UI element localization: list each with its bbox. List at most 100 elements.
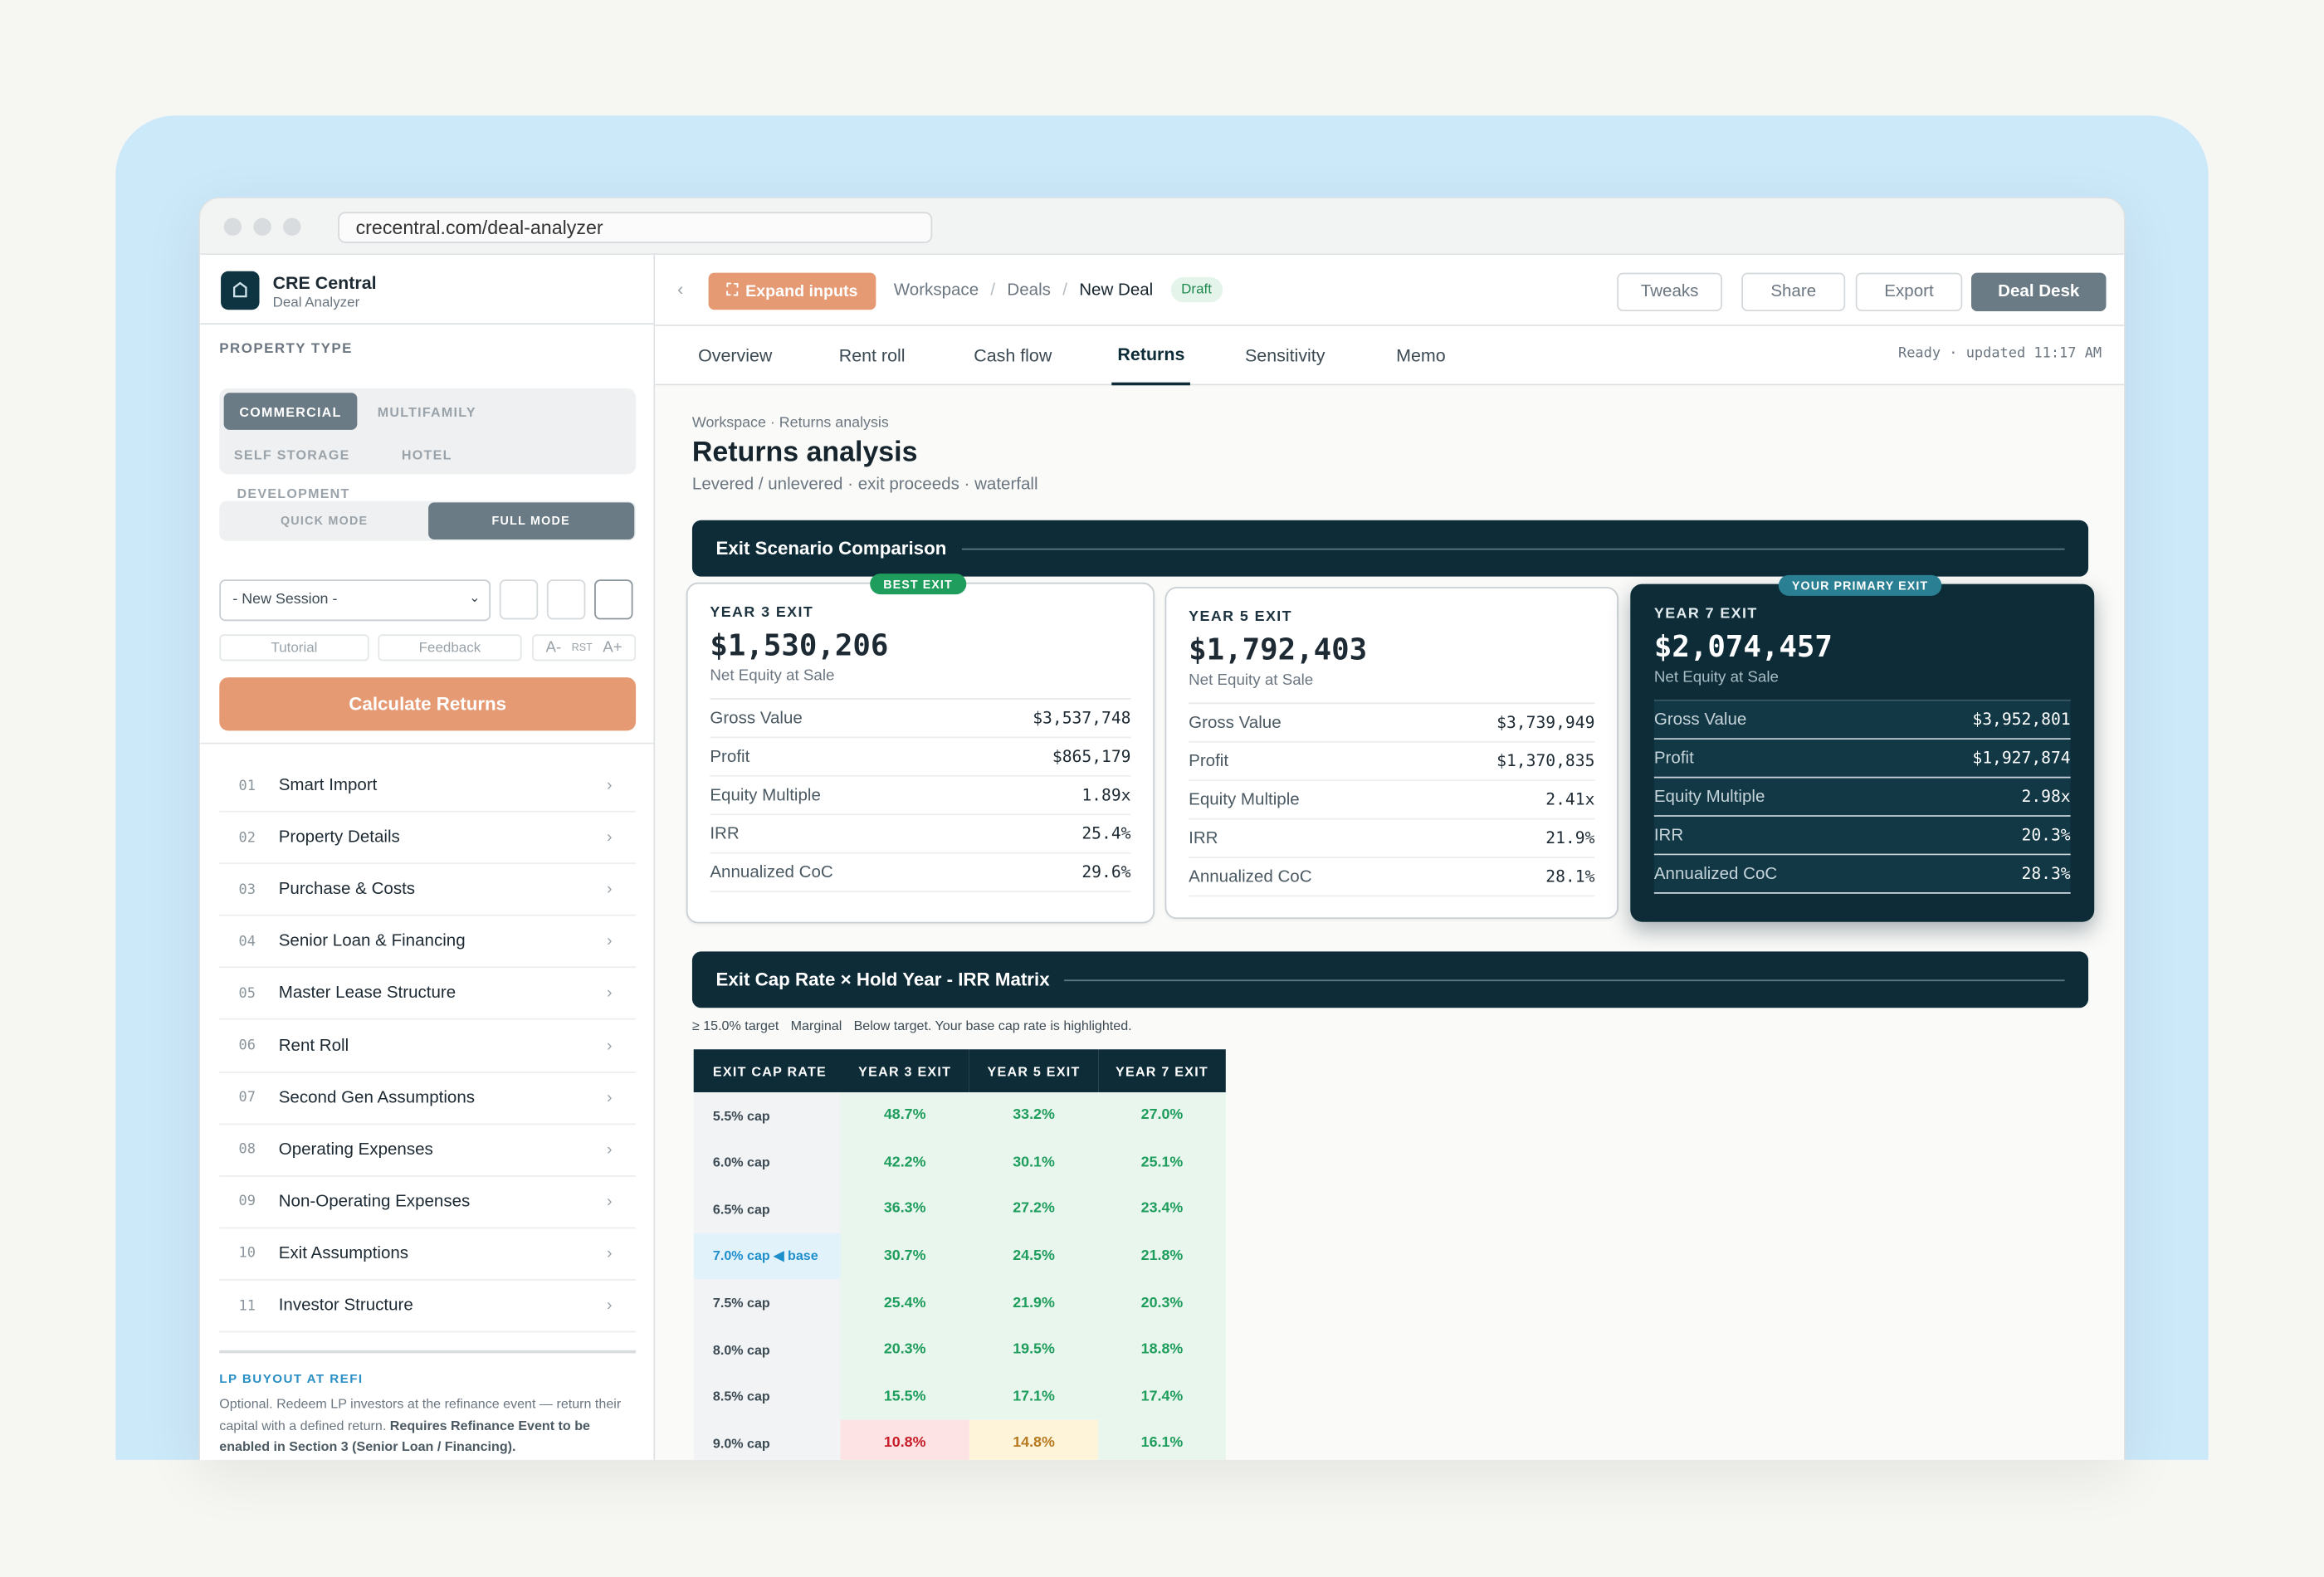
metric-value: 28.3% [2021,864,2071,884]
banner-title: Exit Cap Rate × Hold Year - IRR Matrix [715,969,1050,990]
chevron: › [606,1193,613,1211]
section-item[interactable]: 04 Senior Loan & Financing › [219,916,637,969]
action-button[interactable]: Share [1741,272,1846,311]
irr-cell: 21.9% [969,1279,1099,1327]
tool-label: Feedback [418,639,481,657]
metric-row: Annualized CoC 28.1% [1189,858,1595,897]
mode-option[interactable]: FULL MODE [427,502,635,540]
section-item[interactable]: 07 Second Gen Assumptions › [219,1072,637,1125]
brand: CRE Central [272,272,377,294]
metric-label: Equity Multiple [710,786,821,804]
irr-cell: 20.3% [1098,1279,1226,1327]
action-button[interactable]: Export [1855,272,1963,311]
section-item[interactable]: 11 Investor Structure › [219,1281,637,1333]
session-select[interactable]: - New Session - ⌄ [219,579,491,622]
section-label: Second Gen Assumptions [278,1088,476,1107]
irr-cell: 17.4% [1098,1373,1226,1420]
font-size-button[interactable]: A+ [603,638,622,657]
metric-row: Gross Value $3,537,748 [710,700,1131,739]
cap-rate: 5.5% cap [693,1092,841,1140]
cap-rate: 8.5% cap [693,1373,841,1420]
metric-value: 1.89x [1081,785,1131,805]
metric-value: $3,952,801 [1972,710,2071,730]
tab[interactable]: Rent roll [833,326,911,385]
section-item[interactable]: 10 Exit Assumptions › [219,1228,637,1281]
upload-button[interactable] [594,579,633,620]
section-item[interactable]: 08 Operating Expenses › [219,1125,637,1177]
property-type-option[interactable]: SELF STORAGE [233,447,350,462]
tab[interactable]: Memo [1390,326,1452,385]
tab-label: Sensitivity [1244,345,1326,367]
action-button[interactable]: Tweaks [1617,272,1722,311]
property-type-option[interactable]: MULTIFAMILY [377,403,476,419]
section-item[interactable]: 05 Master Lease Structure › [219,969,637,1021]
metric-row: Profit $1,370,835 [1189,743,1595,782]
property-type-option[interactable]: HOTEL [401,447,452,462]
chevron: › [606,1244,613,1263]
section-number: 08 [238,1141,256,1158]
metric-row: Gross Value $3,739,949 [1189,704,1595,743]
metric-value: 20.3% [2021,825,2071,845]
section-item[interactable]: 06 Rent Roll › [219,1020,637,1072]
button-label: Export [1884,283,1934,301]
tab-bar: Ready · updated 11:17 AM Overview Rent ro… [655,325,2124,386]
irr-cell: 21.8% [1098,1233,1226,1280]
metric-label: Annualized CoC [1189,867,1312,886]
section-item[interactable]: 09 Non-Operating Expenses › [219,1176,637,1228]
section-item[interactable]: 02 Property Details › [219,813,637,865]
feedback-button[interactable]: Feedback [378,634,522,662]
irr-cell: 27.2% [969,1185,1099,1233]
url-bar[interactable]: crecentral.com/deal-analyzer [338,212,933,243]
sidebar: CRE Central Deal Analyzer PROPERTY TYPE … [200,255,656,1460]
irr-cell: 14.8% [969,1419,1099,1460]
irr-cell: 30.7% [840,1233,969,1280]
window-dot [223,217,242,236]
property-type-option[interactable]: COMMERCIAL [223,393,358,430]
tutorial-button[interactable]: Tutorial [219,634,369,662]
breadcrumb: New Deal [1079,281,1154,300]
metric-label: Gross Value [1653,710,1747,729]
property-type-option[interactable]: DEVELOPMENT [237,485,350,500]
action-button[interactable]: Deal Desk [1970,272,2107,311]
tab-label: Overview [698,345,773,367]
metric-row: Profit $865,179 [710,738,1131,777]
back-button[interactable]: ‹ [677,278,684,300]
download-button[interactable] [546,579,586,620]
expand-inputs-button[interactable]: ⛶ Expand inputs [708,272,876,310]
section-number: 06 [238,1037,256,1054]
font-size-button[interactable]: A- [545,638,562,657]
section-item[interactable]: 03 Purchase & Costs › [219,864,637,916]
lp-title: LP BUYOUT AT REFI [219,1370,364,1386]
save-button[interactable] [499,579,539,620]
section-item[interactable]: 01 Smart Import › [219,760,637,813]
irr-cell: 33.2% [969,1092,1099,1140]
tab[interactable]: Sensitivity [1239,326,1331,385]
calculate-button[interactable]: Calculate Returns [219,677,637,731]
tab[interactable]: Overview [692,326,779,385]
matrix-row: 7.0% cap ◀ base 30.7% 24.5% 21.8% [693,1233,1226,1280]
tab[interactable]: Cash flow [968,326,1057,385]
irr-cell: 17.1% [969,1373,1099,1420]
font-size-button[interactable]: RST [571,642,593,653]
section-banner: Exit Scenario Comparison [691,520,2089,577]
irr-cell: 23.4% [1098,1185,1226,1233]
main-panel: ‹ ⛶ Expand inputs Workspace / Deals / New Dea… [655,255,2124,1460]
chevron: › [606,776,613,795]
chevron: › [606,828,613,847]
cap-rate: 6.0% cap [693,1139,841,1186]
card-label: YEAR 5 EXIT [1189,608,1293,626]
breadcrumb[interactable]: Deals [1007,281,1051,300]
metric-value: 2.41x [1545,789,1595,809]
metric-label: Annualized CoC [710,863,833,881]
mode-option[interactable]: QUICK MODE [280,514,369,528]
brand-subtitle: Deal Analyzer [272,295,360,311]
tab[interactable]: Returns [1111,326,1191,386]
cap-rate: 6.5% cap [693,1185,841,1233]
section-label: Property Details [278,828,400,847]
column-header: YEAR 5 EXIT [969,1049,1099,1093]
cap-label: 8.5% cap [712,1389,770,1404]
metric-row: Annualized CoC 29.6% [710,854,1131,892]
breadcrumb[interactable]: Workspace [893,281,979,300]
metric-label: IRR [710,824,740,843]
